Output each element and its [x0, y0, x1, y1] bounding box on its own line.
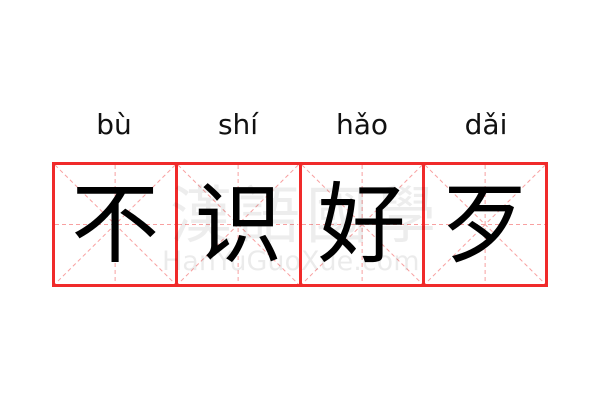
- character-grid: 不 识 好 歹: [52, 162, 548, 287]
- grid-guide-lines: [302, 165, 422, 284]
- watermark-latin: HanYuGuoXue.com: [162, 246, 420, 277]
- character-cell: 歹: [425, 165, 545, 284]
- character-cell: 不: [55, 165, 179, 284]
- pinyin-2: shí: [217, 108, 259, 141]
- character-cell: 好: [302, 165, 425, 284]
- character-2: 识: [194, 172, 283, 276]
- pinyin-1: bù: [96, 108, 132, 141]
- character-3: 好: [317, 172, 406, 276]
- character-cell: 识: [178, 165, 302, 284]
- character-1: 不: [71, 172, 160, 276]
- grid-guide-lines: [55, 165, 175, 284]
- pinyin-3: hǎo: [335, 108, 389, 141]
- pinyin-4: dǎi: [464, 108, 508, 141]
- grid-guide-lines: [178, 165, 298, 284]
- watermark-chinese: 漢語國學: [170, 179, 443, 252]
- grid-guide-lines: [425, 165, 545, 284]
- character-4: 歹: [440, 172, 529, 276]
